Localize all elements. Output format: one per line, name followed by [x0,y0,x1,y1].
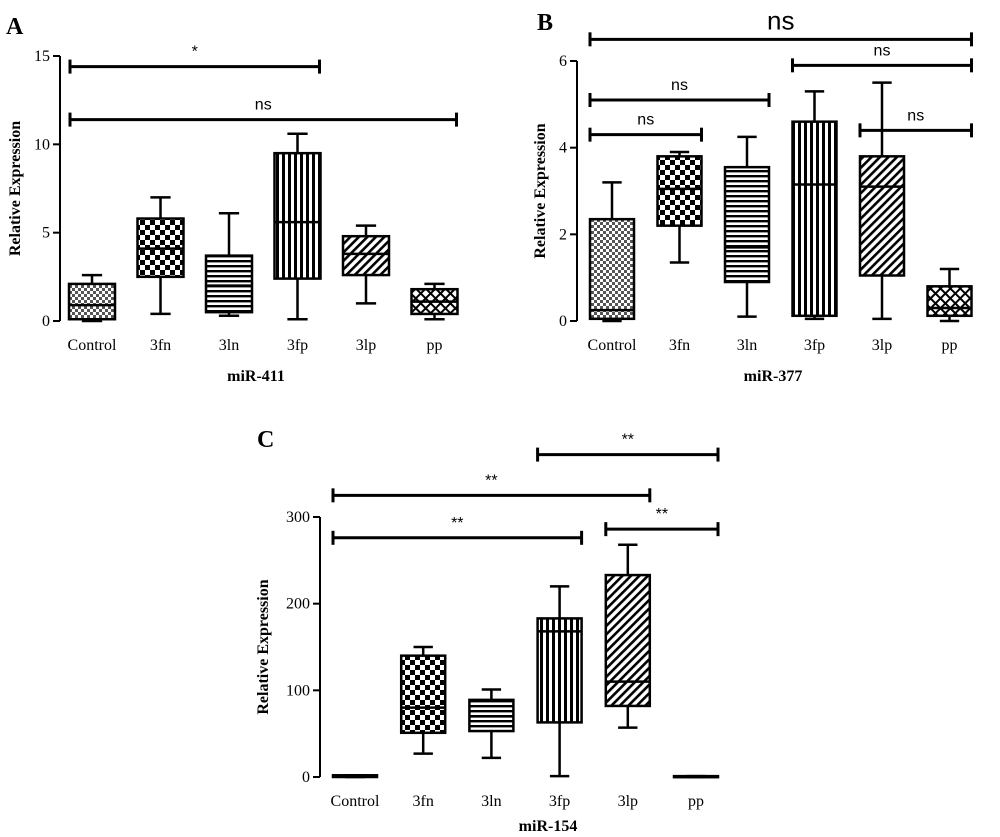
y-tick-label: 0 [302,769,310,786]
x-tick-label: 3ln [737,337,757,354]
box-pp [926,267,973,323]
x-tick-label: 3ln [219,337,239,354]
x-tick-label: 3lp [618,793,638,810]
significance-label: ** [451,515,463,532]
box-control [588,181,636,323]
x-tick-label: 3lp [356,337,376,354]
box-3lp [858,81,906,321]
box-3fn [136,196,185,316]
y-tick-label: 0 [42,313,50,330]
x-tick-label: 3fp [804,337,825,354]
box-pp [672,774,720,779]
box-iqr [273,151,322,280]
box-3fp [273,132,322,321]
significance-label: ** [622,432,634,449]
y-tick-label: 15 [34,48,50,65]
x-tick-label: 3fn [413,793,434,810]
chart-panel-c: C 0 100 200 300 Relative Expression Control 3fn… [255,427,720,835]
significance-bracket: ns [791,42,973,73]
chart-panel-a: A 0 5 10 15 Relative Expression Control 3fn 3ln 3… [6,14,459,385]
box-3fp [536,585,583,778]
box-iqr [588,217,636,321]
x-axis-title: miR-154 [519,818,578,835]
box-pp [410,282,459,321]
box-iqr [791,120,838,318]
x-axis-title: miR-411 [227,368,285,385]
y-axis-title: Relative Expression [532,123,549,258]
significance-bracket: ns [588,112,703,142]
box-3fn [656,150,703,264]
box-3lp [341,224,391,305]
significance-label: ** [485,472,497,489]
significance-label: ns [907,107,924,124]
x-tick-label: 3ln [481,793,501,810]
x-tick-label: 3lp [872,337,892,354]
box-iqr [604,573,652,708]
significance-label: ** [656,506,668,523]
y-tick-label: 300 [286,509,310,526]
significance-bracket: ns [68,97,458,127]
panel-letter: C [257,427,274,453]
box-3fp [791,90,838,321]
box-iqr [204,254,254,314]
box-3ln [204,211,254,317]
x-tick-label: Control [68,337,117,354]
significance-bracket: ns [588,77,771,107]
x-tick-label: Control [331,793,380,810]
x-axis-title: miR-377 [744,368,803,385]
x-tick-label: pp [427,337,443,354]
significance-bracket: ns [858,107,973,138]
y-tick-label: 4 [559,140,567,157]
y-tick-label: 0 [559,313,567,330]
chart-panel-b: B 0 2 4 6 Relative Expression Control 3fn 3ln 3fp… [532,5,973,385]
box-iqr [67,282,117,321]
box-iqr [656,155,703,227]
box-3fn [399,645,447,755]
significance-label: ns [874,42,891,59]
box-3ln [723,135,771,318]
y-tick-label: 200 [286,596,310,613]
x-tick-label: 3fn [150,337,171,354]
significance-bracket: * [68,44,321,74]
box-3ln [468,688,515,760]
significance-label: ns [767,5,794,35]
y-tick-label: 100 [286,682,310,699]
significance-bracket: ns [588,5,973,47]
y-tick-label: 2 [559,226,567,243]
panel-letter: B [537,10,553,36]
y-axis-title: Relative Expression [255,579,272,714]
significance-bracket: ** [536,432,720,462]
y-tick-label: 10 [34,136,50,153]
significance-label: * [192,44,198,61]
significance-label: ns [637,112,654,129]
box-iqr [536,617,583,724]
x-tick-label: pp [688,793,704,810]
box-iqr [399,654,447,735]
box-iqr [926,285,973,318]
y-tick-label: 6 [559,53,567,70]
box-iqr [858,155,906,277]
box-control [67,273,117,323]
significance-label: ns [671,77,688,94]
significance-bracket: ** [604,506,720,537]
x-tick-label: 3fp [287,337,308,354]
y-axis-title: Relative Expression [7,121,24,256]
x-tick-label: Control [588,337,637,354]
significance-bracket: ** [331,515,584,545]
box-iqr [723,165,771,284]
y-tick-label: 5 [42,225,50,242]
x-tick-label: 3fn [669,337,690,354]
significance-label: ns [255,97,272,114]
box-3lp [604,543,652,729]
panel-letter: A [6,14,24,40]
x-tick-label: pp [942,337,958,354]
x-tick-label: 3fp [549,793,570,810]
significance-bracket: ** [331,472,652,503]
box-iqr [341,234,391,277]
box-control [331,774,379,779]
